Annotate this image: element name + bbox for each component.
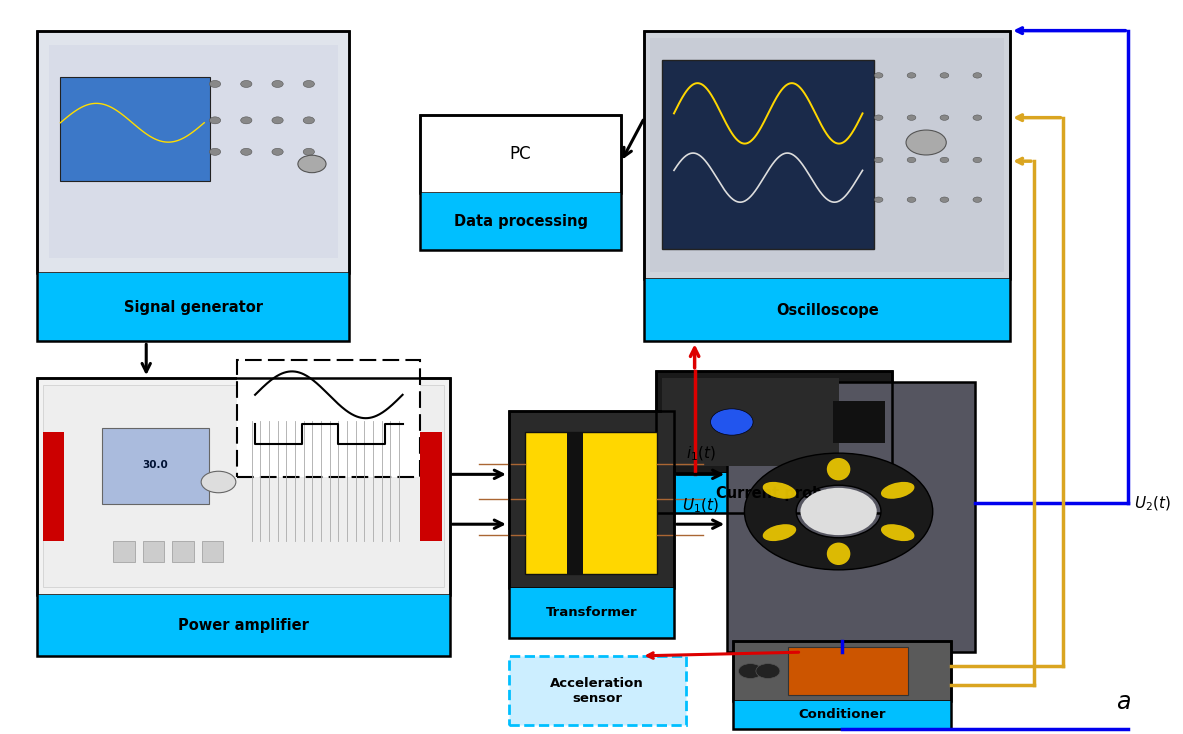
Bar — [645, 31, 1010, 279]
Circle shape — [907, 197, 916, 203]
Bar — [114, 540, 135, 562]
Bar — [420, 193, 621, 250]
Circle shape — [972, 115, 982, 120]
Bar — [657, 473, 892, 513]
Circle shape — [972, 157, 982, 163]
Ellipse shape — [827, 458, 851, 481]
Bar — [657, 371, 892, 513]
Circle shape — [272, 117, 283, 124]
Bar — [509, 411, 674, 588]
Bar — [662, 378, 839, 466]
Bar — [37, 378, 450, 656]
Bar — [733, 701, 951, 729]
Ellipse shape — [763, 524, 796, 541]
Bar — [645, 279, 1010, 341]
Bar — [37, 31, 349, 341]
Circle shape — [240, 148, 252, 156]
Circle shape — [906, 130, 946, 155]
Bar — [102, 428, 209, 504]
Bar — [509, 411, 674, 638]
Text: Signal generator: Signal generator — [124, 299, 263, 315]
Wedge shape — [744, 453, 932, 570]
Circle shape — [272, 81, 283, 87]
Ellipse shape — [881, 482, 914, 499]
Bar — [525, 432, 658, 573]
Text: $a$: $a$ — [1117, 691, 1131, 714]
Circle shape — [303, 81, 315, 87]
Bar — [37, 273, 349, 341]
Bar — [651, 38, 1004, 272]
Bar — [37, 31, 349, 273]
Bar — [37, 378, 450, 595]
Circle shape — [240, 117, 252, 124]
Circle shape — [940, 197, 949, 203]
Circle shape — [907, 157, 916, 163]
Bar — [662, 60, 874, 250]
Bar — [728, 382, 975, 653]
Text: Current probe: Current probe — [716, 486, 833, 501]
Bar — [420, 115, 621, 250]
Circle shape — [907, 73, 916, 78]
Text: 30.0: 30.0 — [142, 459, 168, 470]
Bar — [173, 540, 194, 562]
Bar — [509, 588, 674, 638]
Circle shape — [907, 115, 916, 120]
Circle shape — [874, 157, 883, 163]
Circle shape — [209, 117, 221, 124]
Circle shape — [940, 157, 949, 163]
Bar — [37, 595, 450, 656]
Bar — [509, 656, 686, 725]
Ellipse shape — [763, 482, 796, 499]
Circle shape — [874, 197, 883, 203]
Bar — [43, 385, 444, 587]
Text: PC: PC — [510, 145, 531, 163]
Circle shape — [801, 488, 877, 535]
Bar — [788, 647, 907, 695]
Bar — [733, 642, 951, 729]
Ellipse shape — [881, 524, 914, 541]
Circle shape — [303, 117, 315, 124]
Circle shape — [940, 115, 949, 120]
Bar — [238, 360, 420, 476]
Text: Power amplifier: Power amplifier — [177, 618, 309, 633]
Circle shape — [972, 197, 982, 203]
Bar — [420, 115, 621, 193]
Text: Oscilloscope: Oscilloscope — [776, 303, 879, 318]
Text: $U_1(t)$: $U_1(t)$ — [683, 497, 719, 515]
Bar — [143, 540, 164, 562]
Bar — [43, 432, 64, 540]
Circle shape — [756, 664, 780, 678]
Bar — [657, 371, 892, 473]
Circle shape — [272, 148, 283, 156]
Ellipse shape — [827, 542, 851, 565]
Circle shape — [874, 115, 883, 120]
Bar — [202, 540, 224, 562]
Circle shape — [209, 81, 221, 87]
Circle shape — [240, 81, 252, 87]
Bar — [567, 432, 583, 573]
Bar — [833, 401, 885, 443]
Text: $U_2(t)$: $U_2(t)$ — [1134, 494, 1171, 512]
Bar — [733, 642, 951, 701]
Circle shape — [940, 73, 949, 78]
Bar — [49, 46, 337, 258]
Circle shape — [711, 409, 754, 435]
Circle shape — [874, 73, 883, 78]
Circle shape — [972, 73, 982, 78]
Bar — [645, 31, 1010, 341]
Circle shape — [303, 148, 315, 156]
Text: Acceleration
sensor: Acceleration sensor — [550, 677, 645, 705]
Text: Data processing: Data processing — [453, 214, 588, 229]
Bar — [60, 76, 211, 181]
Circle shape — [209, 148, 221, 156]
Circle shape — [298, 155, 327, 172]
Text: Transformer: Transformer — [545, 606, 638, 619]
Text: Conditioner: Conditioner — [799, 708, 886, 722]
Bar — [420, 432, 441, 540]
Circle shape — [738, 664, 763, 678]
Text: $i_1(t)$: $i_1(t)$ — [685, 445, 716, 463]
Circle shape — [201, 471, 235, 493]
